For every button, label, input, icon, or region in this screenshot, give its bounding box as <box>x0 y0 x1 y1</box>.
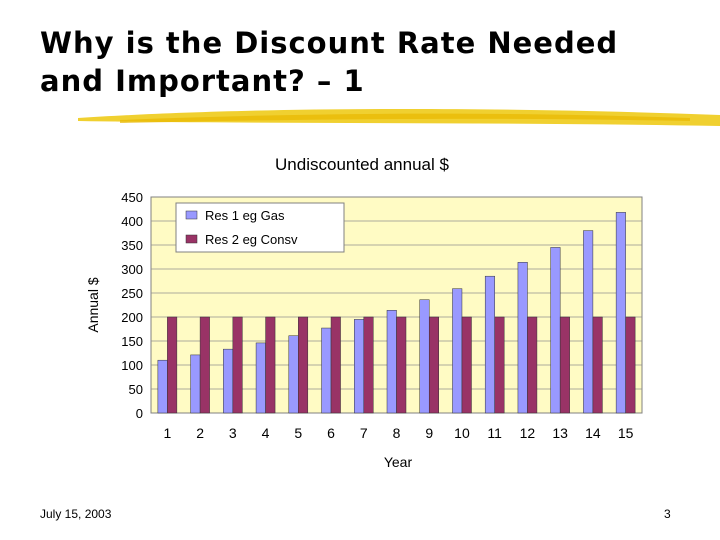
bar-res1 <box>615 212 626 414</box>
legend-box <box>175 202 345 253</box>
bar-res1 <box>288 335 299 414</box>
x-tick-label: 15 <box>618 425 634 441</box>
page-number: 3 <box>664 507 671 521</box>
bar-res1 <box>484 275 495 414</box>
bars <box>157 212 636 414</box>
y-tick-label: 250 <box>121 286 143 301</box>
x-tick-label: 3 <box>229 425 237 441</box>
bar-res1 <box>583 230 594 414</box>
bar-res2 <box>461 316 472 414</box>
y-axis-label: Annual $ <box>85 277 101 332</box>
x-tick-label: 1 <box>163 425 171 441</box>
title-underline-highlight <box>78 108 720 126</box>
y-tick-label: 0 <box>136 406 143 421</box>
x-tick-label: 2 <box>196 425 204 441</box>
legend-label-res1: Res 1 eg Gas <box>205 208 285 223</box>
legend-label-res2: Res 2 eg Consv <box>205 232 298 247</box>
bar-res2 <box>199 316 210 414</box>
y-tick-label: 450 <box>121 190 143 205</box>
x-tick-label: 10 <box>454 425 470 441</box>
bar-res1 <box>419 299 430 414</box>
bar-res2 <box>527 316 538 414</box>
x-tick-label: 14 <box>585 425 601 441</box>
x-axis-label: Year <box>384 454 413 470</box>
bar-res2 <box>428 316 439 414</box>
legend-swatch-res1 <box>185 210 198 220</box>
y-tick-labels: 0 50 100 150 200 250 300 350 400 450 <box>121 190 143 421</box>
x-tick-label: 9 <box>425 425 433 441</box>
footer-date: July 15, 2003 <box>40 507 112 521</box>
x-tick-label: 11 <box>487 425 502 441</box>
legend-swatch-res2 <box>185 234 198 244</box>
bar-res1 <box>517 262 528 414</box>
x-tick-label: 4 <box>262 425 270 441</box>
bar-res1 <box>255 342 266 414</box>
slide-title: Why is the Discount Rate Needed and Impo… <box>40 24 680 100</box>
bar-res1 <box>223 348 234 414</box>
chart-title: Undiscounted annual $ <box>275 155 449 174</box>
bar-res2 <box>592 316 603 414</box>
bar-res2 <box>265 316 276 414</box>
x-tick-labels: 1 2 3 4 5 6 7 8 9 10 11 12 13 14 15 <box>163 425 633 441</box>
bar-res1 <box>452 288 463 414</box>
x-tick-label: 13 <box>552 425 568 441</box>
x-tick-label: 12 <box>520 425 536 441</box>
y-tick-label: 350 <box>121 238 143 253</box>
y-tick-label: 100 <box>121 358 143 373</box>
bar-res2 <box>232 316 243 414</box>
bar-res1 <box>190 354 201 414</box>
bar-res2 <box>559 316 570 414</box>
bar-res1 <box>386 310 397 414</box>
bar-res2 <box>330 316 341 414</box>
bar-res1 <box>354 319 365 414</box>
y-tick-label: 300 <box>121 262 143 277</box>
x-tick-label: 8 <box>393 425 401 441</box>
bar-res2 <box>298 316 309 414</box>
bar-res2 <box>494 316 505 414</box>
bar-res2 <box>167 316 178 414</box>
bar-res2 <box>396 316 407 414</box>
bar-res1 <box>550 247 561 414</box>
x-tick-label: 7 <box>360 425 368 441</box>
x-tick-label: 6 <box>327 425 335 441</box>
y-tick-label: 200 <box>121 310 143 325</box>
bar-res2 <box>625 316 636 414</box>
legend: Res 1 eg Gas Res 2 eg Consv <box>175 202 345 253</box>
title-line-2: and Important? – 1 <box>40 64 365 98</box>
bar-res2 <box>363 316 374 414</box>
title-line-1: Why is the Discount Rate Needed <box>40 26 619 60</box>
y-tick-label: 400 <box>121 214 143 229</box>
x-tick-label: 5 <box>294 425 302 441</box>
bar-res1 <box>321 327 332 414</box>
y-tick-label: 50 <box>129 382 143 397</box>
y-tick-label: 150 <box>121 334 143 349</box>
bar-res1 <box>157 359 168 414</box>
